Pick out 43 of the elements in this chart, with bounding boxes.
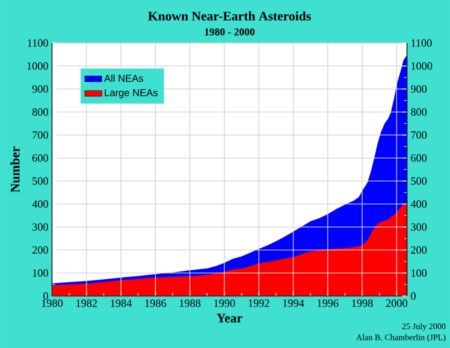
text: Alan B. Chamberlin (JPL) bbox=[356, 334, 446, 342]
legend-label: All NEAs bbox=[104, 74, 144, 82]
x-tick-label: 1992 bbox=[248, 300, 270, 307]
x-tick-label: 1994 bbox=[283, 300, 304, 307]
chart-title: Known Near-Earth Asteroids bbox=[148, 11, 311, 20]
x-tick-label: 1990 bbox=[214, 300, 235, 307]
y2-tick-label: 1000 bbox=[412, 62, 432, 70]
y-tick-label: 300 bbox=[32, 223, 48, 231]
y2-tick-label: 300 bbox=[411, 223, 427, 231]
x-axis-title: Year bbox=[216, 314, 242, 322]
y2-tick-label: 700 bbox=[411, 131, 427, 139]
x-tick-label: 1982 bbox=[76, 300, 97, 307]
y-tick-label: 1100 bbox=[28, 39, 48, 47]
y2-tick-label: 800 bbox=[410, 108, 427, 116]
chart-subtitle: 1980 - 2000 bbox=[204, 28, 254, 36]
y2-tick-label: 400 bbox=[410, 200, 427, 208]
x-tick-label: 1998 bbox=[352, 300, 373, 307]
y-tick-label: 1000 bbox=[27, 62, 48, 70]
y-tick-label: 400 bbox=[32, 200, 48, 208]
y-tick-label: 0 bbox=[43, 292, 48, 300]
y-tick-label: 600 bbox=[32, 154, 48, 162]
x-tick-label: 1996 bbox=[318, 300, 338, 307]
x-tick-label: 1986 bbox=[145, 300, 166, 307]
y-tick-label: 900 bbox=[32, 85, 48, 93]
y2-tick-label: 100 bbox=[412, 269, 427, 277]
x-tick-label: 1980 bbox=[42, 300, 63, 307]
text: 25 July 2000 bbox=[402, 323, 446, 331]
y2-tick-label: 200 bbox=[411, 246, 427, 254]
x-tick-label: 1988 bbox=[180, 300, 200, 307]
y-tick-label: 700 bbox=[32, 131, 48, 139]
x-tick-label: 1984 bbox=[110, 300, 132, 307]
y2-tick-label: 900 bbox=[410, 85, 427, 93]
y-tick-label: 800 bbox=[32, 108, 48, 116]
y-axis-title: Number bbox=[10, 146, 20, 192]
y2-tick-label: 600 bbox=[411, 154, 427, 162]
y-tick-label: 500 bbox=[32, 177, 48, 185]
legend-label: Large NEAs bbox=[104, 89, 158, 98]
y2-tick-label: 1100 bbox=[412, 39, 432, 47]
x-tick-label: 2000 bbox=[386, 300, 408, 307]
y2-tick-label: 0 bbox=[410, 292, 416, 300]
y-tick-label: 200 bbox=[32, 246, 48, 254]
y-tick-label: 100 bbox=[32, 269, 48, 277]
y2-tick-label: 500 bbox=[411, 177, 427, 185]
